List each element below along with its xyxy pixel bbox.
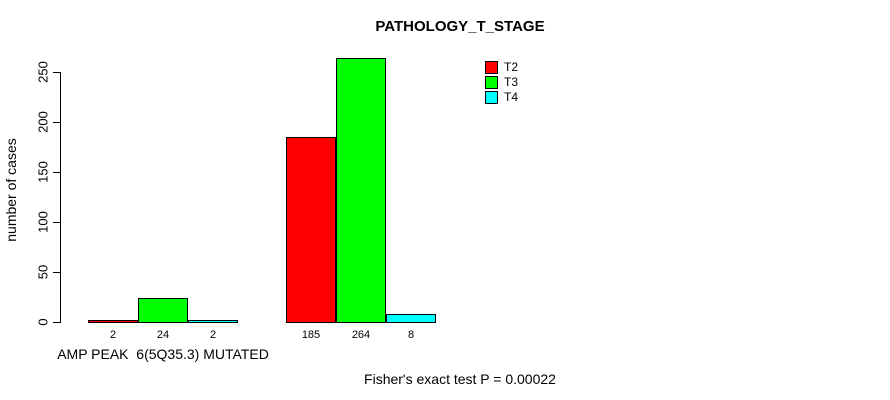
y-tick-mark	[53, 122, 61, 123]
bar-value-label: 8	[407, 329, 415, 341]
legend-item-t2: T2	[485, 60, 518, 75]
legend-label: T4	[504, 90, 519, 104]
y-tick-label: 250	[35, 61, 51, 83]
x-category-label: AMP PEAK 6(5Q35.3) MUTATED	[57, 346, 269, 362]
y-tick-label: 200	[35, 111, 51, 133]
legend-swatch-icon	[485, 76, 498, 89]
y-tick-mark	[53, 72, 61, 73]
bar-value-label: 264	[351, 329, 371, 341]
fisher-test-footnote: Fisher's exact test P = 0.00022	[364, 371, 556, 387]
y-tick-mark	[53, 172, 61, 173]
chart-title: PATHOLOGY_T_STAGE	[375, 18, 545, 35]
bar-t4-group2	[386, 314, 436, 323]
y-tick-mark	[53, 222, 61, 223]
legend-item-t4: T4	[485, 90, 518, 105]
y-axis-label: number of cases	[3, 138, 19, 242]
bar-t4-group1	[188, 320, 238, 323]
bar-t3-group1	[138, 298, 188, 323]
bar-value-label: 24	[156, 329, 170, 341]
y-tick-label: 150	[35, 161, 51, 183]
legend: T2 T3 T4	[485, 60, 518, 105]
legend-item-t3: T3	[485, 75, 518, 90]
y-tick-mark	[53, 322, 61, 323]
y-tick-label: 50	[35, 264, 51, 280]
legend-label: T3	[504, 75, 519, 89]
y-axis-line	[60, 72, 61, 323]
legend-label: T2	[504, 60, 519, 74]
bar-t2-group2	[286, 137, 336, 323]
legend-swatch-icon	[485, 91, 498, 104]
y-tick-label: 0	[35, 318, 51, 326]
bar-value-label: 2	[109, 329, 117, 341]
y-tick-label: 100	[35, 211, 51, 233]
bar-t3-group2	[336, 58, 386, 323]
bar-value-label: 2	[209, 329, 217, 341]
legend-swatch-icon	[485, 61, 498, 74]
y-tick-mark	[53, 272, 61, 273]
bar-t2-group1	[88, 320, 138, 323]
bar-value-label: 185	[301, 329, 321, 341]
